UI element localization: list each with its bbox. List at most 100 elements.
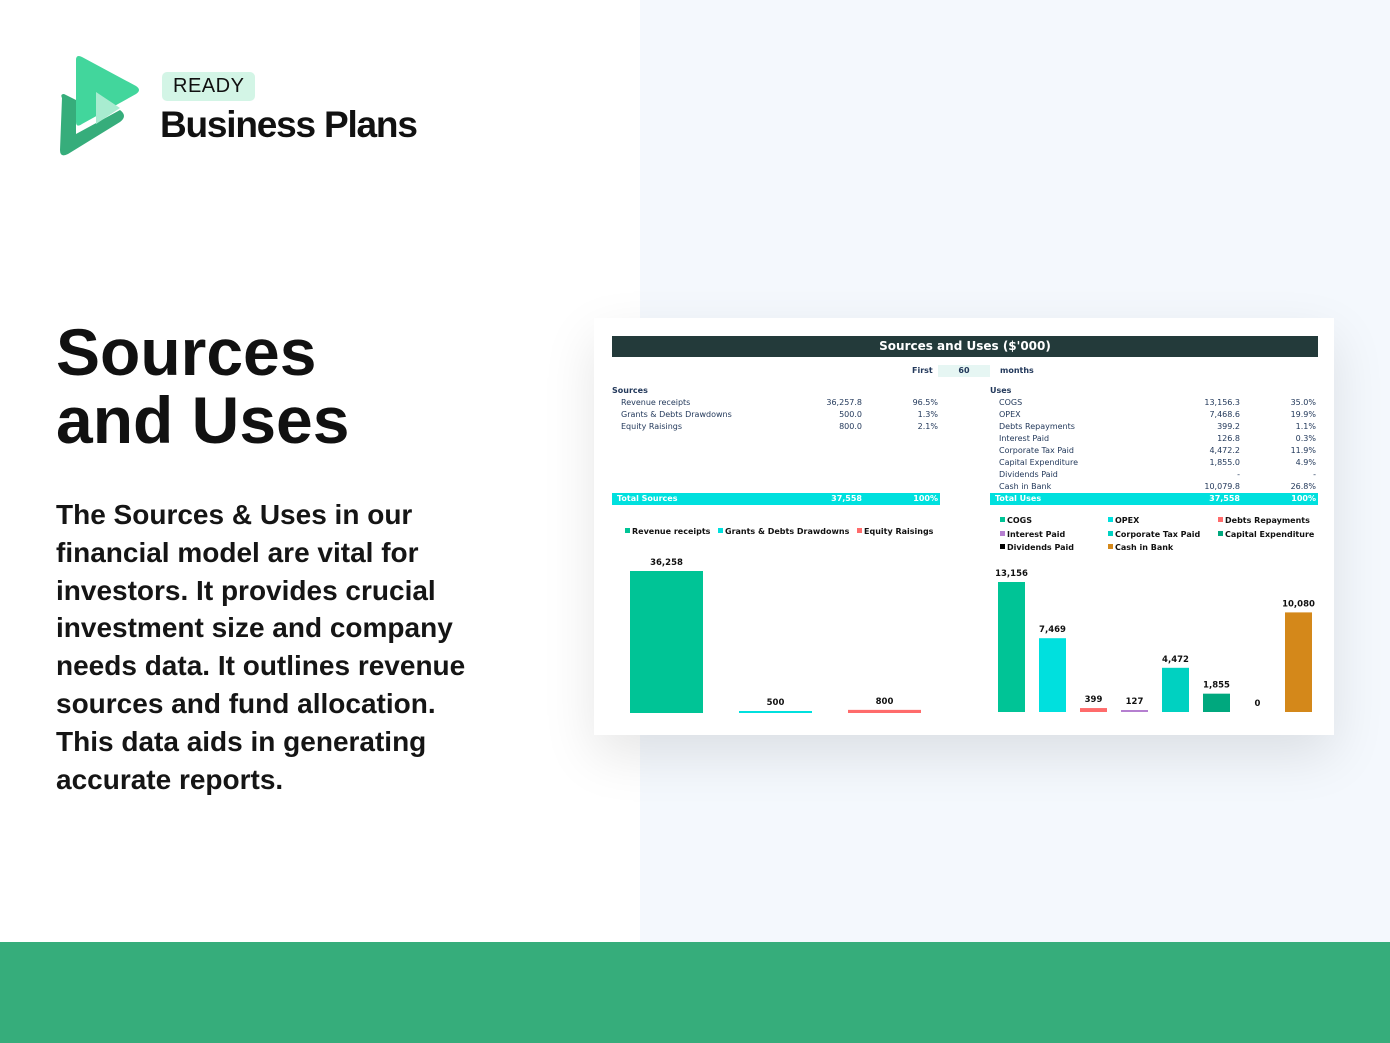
uses-table: Uses COGS 13,156.3 35.0% OPEX 7,468.6 19.9% De… <box>990 385 1318 493</box>
cell-label: Grants & Debts Drawdowns <box>621 410 732 419</box>
sources-bar-chart: 36,258 500 800 <box>630 558 921 713</box>
total-label: Total Sources <box>617 494 678 503</box>
bar <box>739 711 812 713</box>
cell-label: Equity Raisings <box>621 422 683 431</box>
cell-label: OPEX <box>999 410 1021 419</box>
data-label: 36,258 <box>650 558 683 568</box>
period-unit: months <box>1000 366 1034 375</box>
cell-value: 500.0 <box>839 410 862 419</box>
cell-label: COGS <box>999 398 1023 407</box>
page-title: Sources and Uses <box>56 318 536 454</box>
uses-label: Uses <box>990 386 1012 395</box>
legend-item: Capital Expenditure <box>1218 530 1314 539</box>
cell-pct: 26.8% <box>1290 482 1316 491</box>
total-sources-row: Total Sources 37,558 100% <box>612 493 940 505</box>
cell-value: 13,156.3 <box>1204 398 1240 407</box>
bar <box>1080 708 1107 712</box>
legend-label: Revenue receipts <box>632 527 711 536</box>
bar <box>1162 667 1189 712</box>
table-row: Capital Expenditure 1,855.0 4.9% <box>990 457 1318 469</box>
cell-value: 399.2 <box>1217 422 1240 431</box>
data-label: 800 <box>876 697 894 707</box>
table-row: Dividends Paid - - <box>990 469 1318 481</box>
cell-label: Interest Paid <box>999 434 1050 443</box>
spreadsheet-card: Sources and Uses ($'000) First 60 months… <box>594 318 1334 735</box>
cell-value: - <box>1237 470 1240 479</box>
legend-swatch <box>1000 531 1005 536</box>
total-pct: 100% <box>1291 494 1316 503</box>
total-pct: 100% <box>913 494 938 503</box>
data-label: 500 <box>767 698 785 708</box>
cell-pct: 11.9% <box>1290 446 1316 455</box>
legend-item: COGS <box>1000 516 1032 525</box>
data-label: 7,469 <box>1039 625 1066 635</box>
brand-name: Business Plans <box>160 104 418 145</box>
legend-item: OPEX <box>1108 516 1139 525</box>
legend-label: COGS <box>1007 516 1032 525</box>
period-label: First <box>912 366 933 375</box>
table-row: OPEX 7,468.6 19.9% <box>990 409 1318 421</box>
table-row: Corporate Tax Paid 4,472.2 11.9% <box>990 445 1318 457</box>
table-row: Revenue receipts 36,257.8 96.5% <box>612 397 940 409</box>
legend-item: Revenue receipts <box>625 527 710 536</box>
legend-label: Equity Raisings <box>864 527 934 536</box>
legend-swatch <box>1000 544 1005 549</box>
table-row: Debts Repayments 399.2 1.1% <box>990 421 1318 433</box>
cell-pct: - <box>1313 470 1316 479</box>
total-label: Total Uses <box>995 494 1042 503</box>
legend-label: Interest Paid <box>1007 530 1066 539</box>
bar <box>1039 638 1066 712</box>
bar <box>1285 612 1312 712</box>
sources-table: Sources Revenue receipts 36,257.8 96.5% Gra… <box>612 385 940 433</box>
cell-value: 10,079.8 <box>1204 482 1240 491</box>
cell-value: 1,855.0 <box>1209 458 1240 467</box>
sheet-title: Sources and Uses ($'000) <box>612 336 1318 357</box>
cell-pct: 1.3% <box>917 410 938 419</box>
legend-label: Debts Repayments <box>1225 516 1310 525</box>
legend-item: Debts Repayments <box>1218 516 1310 525</box>
bar <box>1121 710 1148 712</box>
data-label: 1,855 <box>1203 681 1230 691</box>
legend-swatch <box>1000 517 1005 522</box>
title-line-1: Sources <box>56 315 317 389</box>
cell-pct: 2.1% <box>917 422 938 431</box>
bar <box>1203 693 1230 712</box>
legend-swatch <box>1108 531 1113 536</box>
legend-label: OPEX <box>1115 516 1140 525</box>
ready-badge: READY <box>162 72 256 101</box>
table-row: Interest Paid 126.8 0.3% <box>990 433 1318 445</box>
legend-item: Equity Raisings <box>857 527 933 536</box>
legend-label: Corporate Tax Paid <box>1115 530 1201 539</box>
legend-item: Corporate Tax Paid <box>1108 530 1200 539</box>
cell-value: 36,257.8 <box>826 398 862 407</box>
legend-swatch <box>857 528 862 533</box>
data-label: 0 <box>1255 699 1261 709</box>
cell-pct: 0.3% <box>1295 434 1316 443</box>
uses-bar-chart: 13,156 7,469 399 127 4,472 1,855 0 10,080 <box>995 569 1315 712</box>
period-input[interactable]: 60 <box>938 365 990 377</box>
legend-swatch <box>1218 517 1223 522</box>
cell-pct: 1.1% <box>1295 422 1316 431</box>
table-row: Grants & Debts Drawdowns 500.0 1.3% <box>612 409 940 421</box>
legend-swatch <box>625 528 630 533</box>
total-value: 37,558 <box>1209 494 1240 503</box>
legend-item: Dividends Paid <box>1000 543 1074 552</box>
total-value: 37,558 <box>831 494 862 503</box>
footer-band <box>0 942 1390 1043</box>
cell-pct: 19.9% <box>1290 410 1316 419</box>
bar <box>848 709 921 713</box>
logo-play-icon <box>60 56 139 156</box>
cell-value: 126.8 <box>1217 434 1240 443</box>
legend-item: Interest Paid <box>1000 530 1065 539</box>
cell-label: Debts Repayments <box>999 422 1075 431</box>
data-label: 4,472 <box>1162 655 1189 665</box>
legend-swatch <box>1218 531 1223 536</box>
data-label: 399 <box>1085 695 1103 705</box>
cell-pct: 35.0% <box>1290 398 1316 407</box>
cell-value: 7,468.6 <box>1209 410 1240 419</box>
cell-label: Capital Expenditure <box>999 458 1078 467</box>
cell-pct: 4.9% <box>1295 458 1316 467</box>
data-label: 10,080 <box>1282 599 1315 609</box>
bar <box>998 582 1025 712</box>
data-label: 13,156 <box>995 569 1028 579</box>
